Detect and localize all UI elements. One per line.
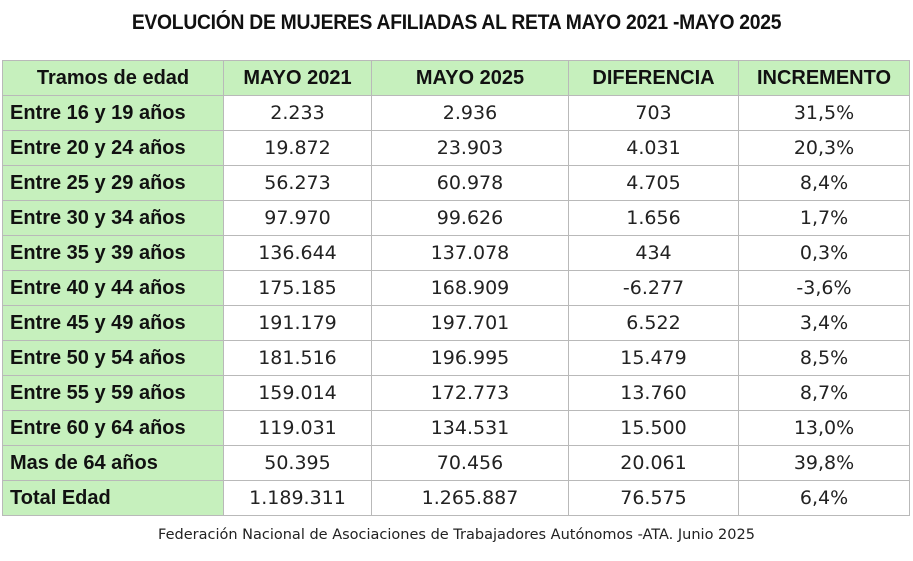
header-diferencia: DIFERENCIA — [568, 60, 739, 96]
table-row: Entre 20 y 24 años 19.872 23.903 4.031 2… — [2, 130, 910, 166]
cell-mayo-2025: 134.531 — [371, 410, 569, 446]
row-label: Entre 60 y 64 años — [2, 410, 224, 446]
cell-mayo-2021: 1.189.311 — [223, 480, 372, 516]
row-label: Entre 35 y 39 años — [2, 235, 224, 271]
cell-mayo-2021: 181.516 — [223, 340, 372, 376]
cell-mayo-2025: 99.626 — [371, 200, 569, 236]
table-row: Entre 60 y 64 años 119.031 134.531 15.50… — [2, 410, 910, 446]
table-row: Entre 16 y 19 años 2.233 2.936 703 31,5% — [2, 95, 910, 131]
cell-mayo-2021: 97.970 — [223, 200, 372, 236]
row-label: Mas de 64 años — [2, 445, 224, 481]
cell-diferencia: 20.061 — [568, 445, 739, 481]
row-label: Entre 40 y 44 años — [2, 270, 224, 306]
cell-diferencia: -6.277 — [568, 270, 739, 306]
table-row: Entre 45 y 49 años 191.179 197.701 6.522… — [2, 305, 910, 341]
cell-mayo-2021: 56.273 — [223, 165, 372, 201]
cell-incremento: 3,4% — [738, 305, 910, 341]
cell-mayo-2021: 19.872 — [223, 130, 372, 166]
cell-diferencia: 13.760 — [568, 375, 739, 411]
cell-incremento: 6,4% — [738, 480, 910, 516]
table-row: Entre 50 y 54 años 181.516 196.995 15.47… — [2, 340, 910, 376]
cell-incremento: 8,7% — [738, 375, 910, 411]
cell-mayo-2025: 172.773 — [371, 375, 569, 411]
cell-incremento: 0,3% — [738, 235, 910, 271]
data-table: Tramos de edad MAYO 2021 MAYO 2025 DIFER… — [2, 60, 910, 516]
cell-incremento: 39,8% — [738, 445, 910, 481]
header-row: Tramos de edad MAYO 2021 MAYO 2025 DIFER… — [2, 60, 910, 96]
cell-mayo-2025: 137.078 — [371, 235, 569, 271]
cell-mayo-2025: 197.701 — [371, 305, 569, 341]
table-row: Entre 55 y 59 años 159.014 172.773 13.76… — [2, 375, 910, 411]
cell-mayo-2025: 60.978 — [371, 165, 569, 201]
row-label: Entre 30 y 34 años — [2, 200, 224, 236]
table-row: Mas de 64 años 50.395 70.456 20.061 39,8… — [2, 445, 910, 481]
row-label: Entre 50 y 54 años — [2, 340, 224, 376]
cell-mayo-2021: 50.395 — [223, 445, 372, 481]
header-mayo-2025: MAYO 2025 — [371, 60, 569, 96]
cell-diferencia: 15.500 — [568, 410, 739, 446]
cell-mayo-2021: 119.031 — [223, 410, 372, 446]
row-label: Entre 45 y 49 años — [2, 305, 224, 341]
cell-mayo-2021: 191.179 — [223, 305, 372, 341]
cell-diferencia: 6.522 — [568, 305, 739, 341]
row-label: Entre 16 y 19 años — [2, 95, 224, 131]
row-label: Total Edad — [2, 480, 224, 516]
cell-incremento: 20,3% — [738, 130, 910, 166]
table-title: EVOLUCIÓN DE MUJERES AFILIADAS AL RETA M… — [131, 11, 782, 34]
header-mayo-2021: MAYO 2021 — [223, 60, 372, 96]
header-incremento: INCREMENTO — [738, 60, 910, 96]
cell-incremento: 8,4% — [738, 165, 910, 201]
cell-mayo-2025: 2.936 — [371, 95, 569, 131]
cell-mayo-2025: 23.903 — [371, 130, 569, 166]
cell-diferencia: 434 — [568, 235, 739, 271]
row-label: Entre 55 y 59 años — [2, 375, 224, 411]
cell-mayo-2025: 196.995 — [371, 340, 569, 376]
table-row: Entre 30 y 34 años 97.970 99.626 1.656 1… — [2, 200, 910, 236]
total-row: Total Edad 1.189.311 1.265.887 76.575 6,… — [2, 480, 910, 516]
header-tramos-de-edad: Tramos de edad — [2, 60, 224, 96]
cell-mayo-2021: 159.014 — [223, 375, 372, 411]
row-label: Entre 20 y 24 años — [2, 130, 224, 166]
cell-mayo-2025: 168.909 — [371, 270, 569, 306]
cell-incremento: 31,5% — [738, 95, 910, 131]
cell-mayo-2025: 70.456 — [371, 445, 569, 481]
source-note: Federación Nacional de Asociaciones de T… — [158, 527, 755, 543]
cell-diferencia: 703 — [568, 95, 739, 131]
cell-diferencia: 15.479 — [568, 340, 739, 376]
cell-mayo-2021: 2.233 — [223, 95, 372, 131]
cell-mayo-2021: 175.185 — [223, 270, 372, 306]
cell-diferencia: 4.705 — [568, 165, 739, 201]
table-row: Entre 35 y 39 años 136.644 137.078 434 0… — [2, 235, 910, 271]
cell-incremento: 1,7% — [738, 200, 910, 236]
cell-incremento: 8,5% — [738, 340, 910, 376]
cell-mayo-2021: 136.644 — [223, 235, 372, 271]
row-label: Entre 25 y 29 años — [2, 165, 224, 201]
cell-diferencia: 1.656 — [568, 200, 739, 236]
table-row: Entre 40 y 44 años 175.185 168.909 -6.27… — [2, 270, 910, 306]
table-row: Entre 25 y 29 años 56.273 60.978 4.705 8… — [2, 165, 910, 201]
cell-incremento: -3,6% — [738, 270, 910, 306]
cell-mayo-2025: 1.265.887 — [371, 480, 569, 516]
cell-diferencia: 4.031 — [568, 130, 739, 166]
cell-incremento: 13,0% — [738, 410, 910, 446]
cell-diferencia: 76.575 — [568, 480, 739, 516]
